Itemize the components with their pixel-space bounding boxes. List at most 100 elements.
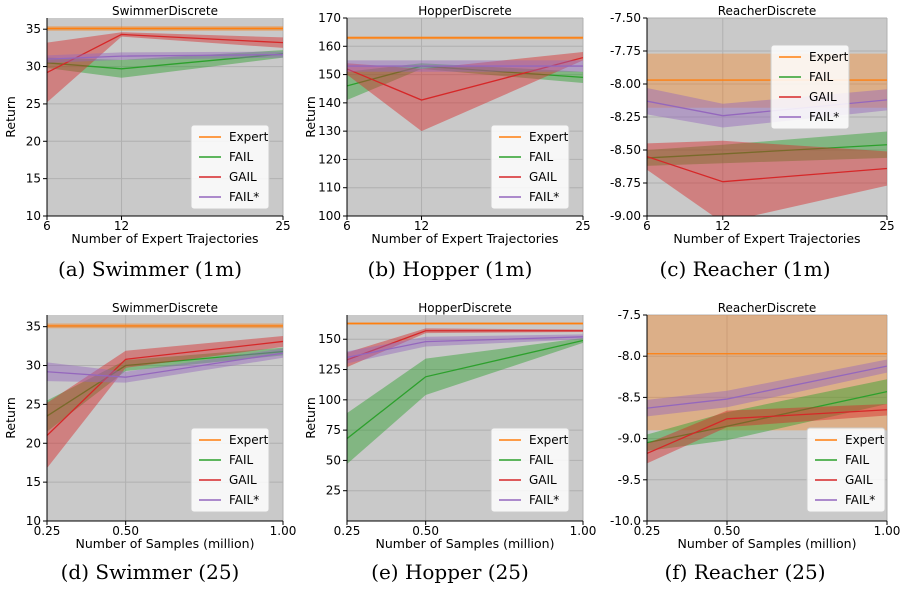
x-tick-label: 12	[114, 219, 129, 233]
line-failstar	[47, 352, 283, 378]
y-tick-label: 140	[318, 96, 341, 110]
line-failstar	[47, 53, 283, 60]
band-gail	[647, 403, 887, 464]
legend-label: Expert	[845, 433, 885, 447]
band-failstar	[47, 51, 283, 63]
band-fail	[647, 131, 887, 166]
x-tick-label: 12	[414, 219, 429, 233]
x-axis-label: Number of Samples (million)	[678, 536, 857, 551]
band-gail	[347, 51, 583, 132]
x-tick-label: 6	[43, 219, 51, 233]
legend-label: FAIL*	[229, 190, 259, 204]
line-gail	[647, 155, 887, 183]
legend: Expert FAIL GAIL FAIL*	[190, 427, 270, 513]
y-tick-label: -9.5	[618, 473, 641, 487]
x-axis-label: Number of Expert Trajectories	[673, 231, 860, 246]
y-tick-label: 150	[318, 332, 341, 346]
y-tick-label: 15	[26, 172, 41, 186]
y-tick-label: 75	[326, 423, 341, 437]
y-tick-label: 25	[26, 397, 41, 411]
legend-label: Expert	[229, 433, 269, 447]
legend: Expert FAIL GAIL FAIL*	[490, 427, 570, 513]
x-tick-label: 0.50	[112, 524, 139, 538]
line-gail	[47, 340, 283, 436]
y-tick-label: -9.0	[618, 432, 641, 446]
chart-panel-0: SwimmerDiscrete 6 12 25 10 15 20 25 30 35 Number o…	[3, 4, 291, 246]
y-tick-label: 160	[318, 39, 341, 53]
legend-label: Expert	[529, 433, 569, 447]
y-tick-label: 120	[318, 152, 341, 166]
y-tick-label: 10	[26, 209, 41, 223]
y-tick-label: 130	[318, 124, 341, 138]
y-tick-label: 20	[26, 134, 41, 148]
legend-label: FAIL*	[809, 110, 839, 124]
chart-panel-4: HopperDiscrete 0.25 0.50 1.00 25 50 75 100 125 15…	[303, 301, 596, 551]
caption-a: (a) Swimmer (1m)	[57, 257, 243, 281]
legend-label: GAIL	[229, 170, 257, 184]
legend-box	[190, 124, 270, 210]
line-fail	[47, 350, 283, 417]
y-tick-label: 125	[318, 363, 341, 377]
y-tick-label: 20	[26, 436, 41, 450]
chart-title: HopperDiscrete	[418, 4, 511, 18]
legend-box	[190, 427, 270, 513]
x-tick-label: 0.25	[634, 524, 661, 538]
band-gail	[47, 32, 283, 103]
y-tick-label: -8.25	[610, 110, 641, 124]
legend-box	[770, 44, 850, 130]
legend: Expert FAIL GAIL FAIL*	[806, 427, 886, 513]
line-fail	[347, 339, 583, 440]
caption-e: (e) Hopper (25)	[371, 560, 529, 584]
chart-panel-3: SwimmerDiscrete 0.25 0.50 1.00 10 15 20 25 30 35 N…	[3, 301, 296, 551]
x-tick-label: 0.25	[34, 524, 61, 538]
y-tick-label: 10	[26, 514, 41, 528]
y-tick-label: 110	[318, 181, 341, 195]
band-gail	[47, 335, 283, 469]
legend-box	[490, 427, 570, 513]
x-axis-label: Number of Expert Trajectories	[371, 231, 558, 246]
y-tick-label: -8.75	[610, 176, 641, 190]
y-tick-label: 15	[26, 475, 41, 489]
caption-c: (c) Reacher (1m)	[659, 257, 831, 281]
y-tick-label: -7.50	[610, 11, 641, 25]
y-tick-label: 100	[318, 209, 341, 223]
y-tick-label: 30	[26, 60, 41, 74]
line-failstar	[347, 336, 583, 359]
y-tick-label: -10.0	[610, 514, 641, 528]
y-tick-label: -8.50	[610, 143, 641, 157]
band-fail	[47, 50, 283, 78]
y-axis-label: Return	[303, 397, 318, 438]
x-tick-label: 0.50	[412, 524, 439, 538]
y-tick-label: -8.0	[618, 349, 641, 363]
y-tick-label: 170	[318, 11, 341, 25]
legend-label: FAIL	[529, 453, 554, 467]
legend-label: FAIL	[845, 453, 870, 467]
y-tick-label: 100	[318, 393, 341, 407]
y-tick-label: 150	[318, 68, 341, 82]
legend-label: FAIL*	[529, 493, 559, 507]
x-tick-label: 0.25	[334, 524, 361, 538]
series-layer	[47, 26, 283, 103]
legend-label: GAIL	[845, 473, 873, 487]
y-axis-label: Return	[303, 96, 318, 137]
line-failstar	[647, 365, 887, 409]
legend: Expert FAIL GAIL FAIL*	[490, 124, 570, 210]
legend-label: GAIL	[809, 90, 837, 104]
x-tick-label: 25	[879, 219, 894, 233]
chart-panel-1: HopperDiscrete 6 12 25 100 110 120 130 140 150 160…	[303, 4, 591, 246]
y-tick-label: 50	[326, 453, 341, 467]
y-axis-label: Return	[3, 397, 18, 438]
y-axis-label: Return	[3, 96, 18, 137]
legend-label: Expert	[529, 130, 569, 144]
y-tick-label: 35	[26, 22, 41, 36]
legend-label: FAIL*	[229, 493, 259, 507]
caption-b: (b) Hopper (1m)	[367, 257, 533, 281]
band-failstar	[347, 334, 583, 364]
legend-label: FAIL	[529, 150, 554, 164]
legend: Expert FAIL GAIL FAIL*	[770, 44, 850, 130]
line-gail	[47, 33, 283, 74]
band-fail	[647, 379, 887, 451]
y-tick-label: -8.00	[610, 77, 641, 91]
y-tick-label: -7.75	[610, 44, 641, 58]
